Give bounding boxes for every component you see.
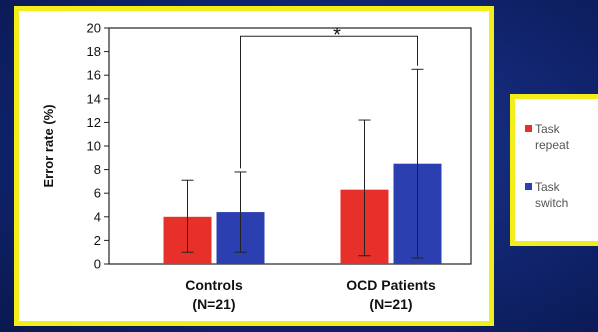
y-tick-label: 4	[94, 209, 101, 224]
category-count-label: (N=21)	[192, 296, 235, 312]
y-tick-label: 16	[87, 68, 101, 83]
bar-chart: 0 2 4 6 8 10 12 14 16 18 20 Error rate (%) Controls (…	[41, 21, 472, 312]
legend-swatch-repeat	[525, 125, 532, 132]
y-tick-label: 6	[94, 186, 101, 201]
y-tick-label: 2	[94, 233, 101, 248]
y-tick-label: 18	[87, 44, 101, 59]
significance-bracket	[240, 35, 418, 169]
legend: Task repeat Task switch	[510, 94, 598, 246]
chart-panel: 0 2 4 6 8 10 12 14 16 18 20 Error rate (%) Controls (…	[14, 6, 494, 326]
category-count-label: (N=21)	[369, 296, 412, 312]
y-axis-label: Error rate (%)	[41, 104, 56, 187]
category-label: OCD Patients	[346, 277, 436, 293]
y-tick-label: 20	[87, 21, 101, 36]
significance-marker: *	[333, 24, 341, 46]
legend-swatch-switch	[525, 183, 532, 190]
legend-label-switch: Task switch	[535, 180, 569, 210]
y-tick-label: 0	[94, 257, 101, 272]
y-tick-label: 12	[87, 115, 101, 130]
legend-label-repeat: Task repeat	[535, 122, 570, 152]
y-tick-label: 10	[87, 139, 101, 154]
category-label: Controls	[185, 277, 243, 293]
y-tick-label: 14	[87, 91, 101, 106]
y-tick-label: 8	[94, 162, 101, 177]
